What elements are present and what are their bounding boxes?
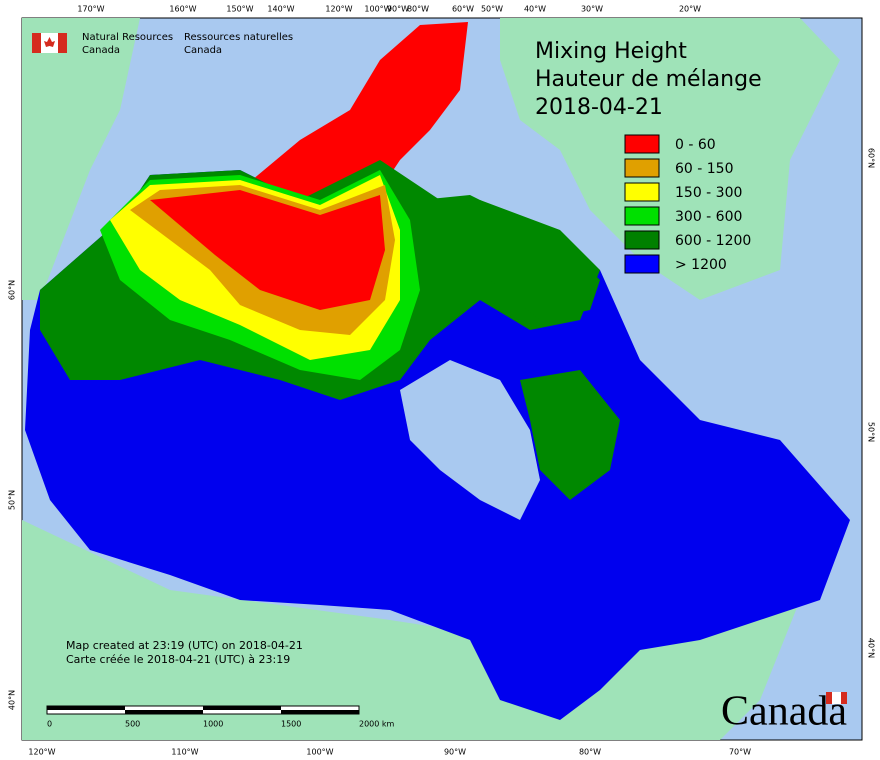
scale-label: 500 [125, 720, 140, 729]
scale-label: 2000 km [359, 720, 395, 729]
longitude-label: 160°W [169, 5, 196, 14]
hudson-bay [400, 360, 540, 520]
nrcan-flag [32, 33, 67, 53]
legend-label: 150 - 300 [675, 185, 742, 201]
zone-0-60 [240, 22, 468, 210]
zone-ontario-north [520, 370, 620, 500]
longitude-label: 60°W [452, 5, 474, 14]
legend-swatch [624, 230, 660, 250]
title: Mixing Height [535, 39, 687, 64]
canada-wordmark: Canada [721, 689, 847, 735]
zone-quebec-north [420, 195, 600, 320]
longitude-label: 120°W [28, 748, 55, 757]
longitude-label: 70°W [729, 748, 751, 757]
legend-label: 600 - 1200 [675, 233, 751, 249]
legend-label: > 1200 [675, 257, 727, 273]
scale-label: 1000 [203, 720, 223, 729]
agency-en: Canada [82, 45, 120, 56]
longitude-label: 110°W [171, 748, 198, 757]
legend-swatch [624, 134, 660, 154]
longitude-label: 90°W [387, 5, 409, 14]
legend-label: 60 - 150 [675, 161, 734, 177]
longitude-label: 100°W [364, 5, 391, 14]
longitude-label: 80°W [579, 748, 601, 757]
agency-fr: Ressources naturelles [184, 32, 293, 43]
legend-swatch [624, 254, 660, 274]
latitude-label: 40°N [867, 638, 876, 658]
agency-fr: Canada [184, 45, 222, 56]
latitude-label: 60°N [8, 280, 17, 300]
agency-en: Natural Resources [82, 32, 173, 43]
longitude-label: 90°W [444, 748, 466, 757]
legend-label: 0 - 60 [675, 137, 716, 153]
longitude-label: 150°W [226, 5, 253, 14]
longitude-label: 30°W [581, 5, 603, 14]
longitude-label: 140°W [267, 5, 294, 14]
latitude-label: 60°N [867, 148, 876, 168]
scale-label: 1500 [281, 720, 301, 729]
legend-swatch [624, 158, 660, 178]
scale-label: 0 [47, 720, 52, 729]
greenland [500, 18, 840, 300]
longitude-label: 100°W [306, 748, 333, 757]
wordmark: Canada [721, 689, 847, 735]
title: Hauteur de mélange [535, 67, 762, 92]
zone-0-60-mainland [150, 190, 385, 310]
note: Carte créée le 2018-04-21 (UTC) à 23:19 [66, 653, 290, 666]
legend-swatch [624, 182, 660, 202]
latitude-label: 40°N [8, 690, 17, 710]
usa [22, 520, 800, 740]
latitude-label: 50°N [8, 490, 17, 510]
scale-bar [46, 705, 360, 715]
note: Map created at 23:19 (UTC) on 2018-04-21 [66, 639, 303, 652]
longitude-label: 50°W [481, 5, 503, 14]
longitude-label: 80°W [407, 5, 429, 14]
alaska [22, 18, 140, 300]
title: 2018-04-21 [535, 95, 663, 120]
legend-label: 300 - 600 [675, 209, 742, 225]
legend-swatch [624, 206, 660, 226]
longitude-label: 40°W [524, 5, 546, 14]
longitude-label: 120°W [325, 5, 352, 14]
latitude-label: 50°N [867, 422, 876, 442]
longitude-label: 20°W [679, 5, 701, 14]
longitude-label: 170°W [77, 5, 104, 14]
